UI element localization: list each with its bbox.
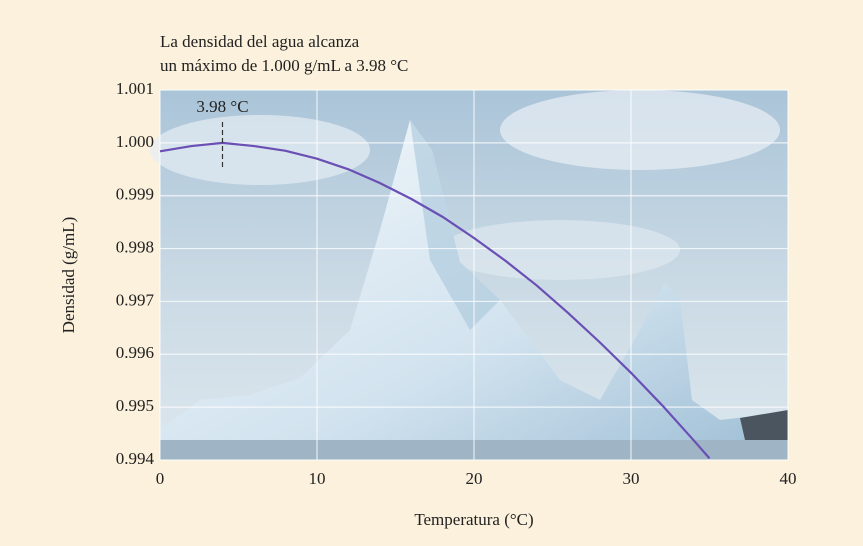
cloud [500, 90, 780, 170]
annotation: 3.98 °C [196, 97, 248, 116]
y-axis-label: Densidad (g/mL) [59, 217, 78, 334]
x-axis-label: Temperatura (°C) [414, 510, 533, 529]
cloud [440, 220, 680, 280]
rock [740, 410, 788, 440]
x-tick-label: 40 [780, 469, 797, 488]
y-tick-label: 0.995 [116, 396, 154, 415]
x-tick-label: 20 [466, 469, 483, 488]
y-tick-label: 0.997 [116, 290, 155, 309]
data-line [159, 141, 711, 460]
chart-title: un máximo de 1.000 g/mL a 3.98 °C [160, 56, 408, 75]
y-tick-label: 1.001 [116, 79, 154, 98]
y-tick-label: 0.999 [116, 185, 154, 204]
y-tick-label: 0.998 [116, 237, 154, 256]
y-tick-label: 1.000 [116, 132, 154, 151]
x-tick-label: 0 [156, 469, 165, 488]
iceberg-shadow [410, 120, 500, 330]
x-tick-label: 30 [623, 469, 640, 488]
chart-title: La densidad del agua alcanza [160, 32, 360, 51]
y-tick-label: 0.996 [116, 343, 154, 362]
cloud [150, 115, 370, 185]
x-tick-label: 10 [309, 469, 326, 488]
y-tick-label: 0.994 [116, 449, 155, 468]
